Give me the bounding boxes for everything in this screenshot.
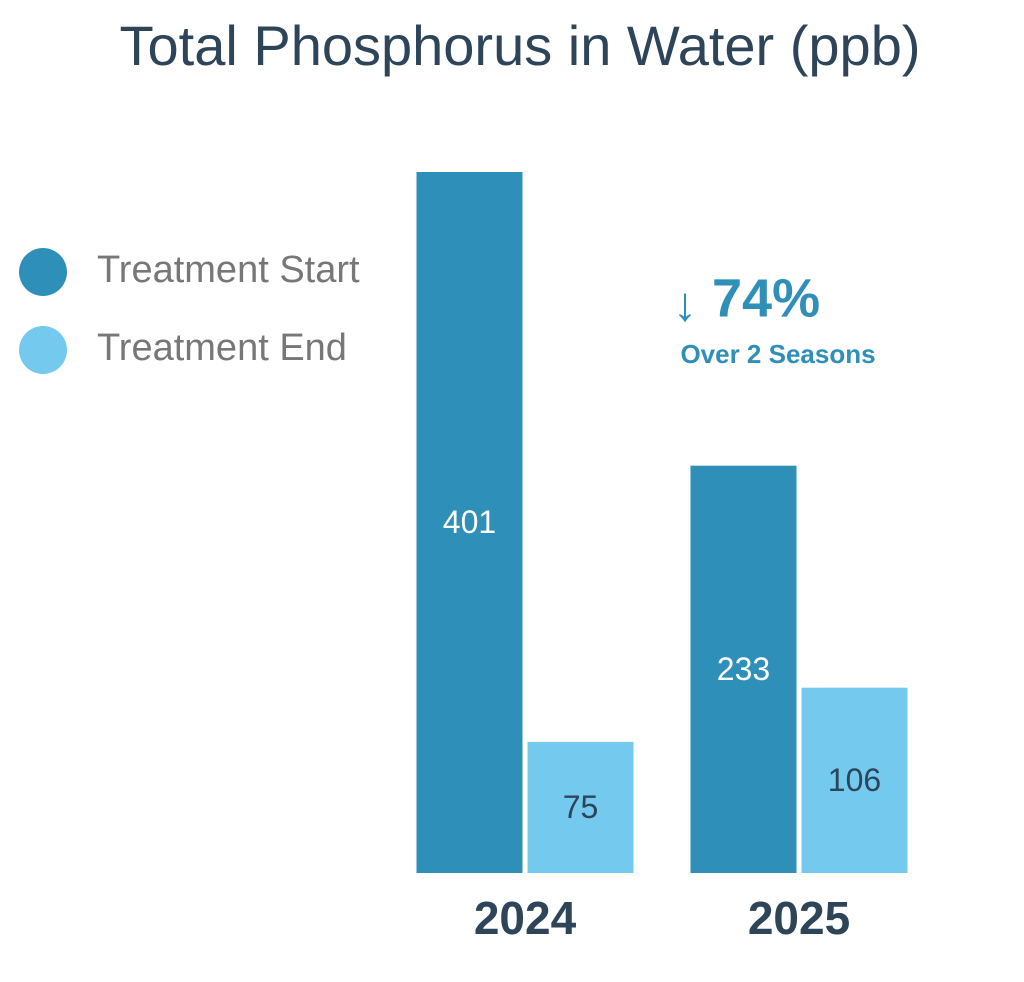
value-label: 75: [563, 789, 599, 825]
annotation-label: 74%: [712, 268, 820, 328]
annotation-arrow: ↓: [673, 279, 697, 332]
legend-swatch: [19, 248, 67, 296]
legend-label: Treatment Start: [97, 249, 360, 291]
bar: [801, 687, 908, 873]
value-label: 233: [717, 651, 770, 687]
value-label: 401: [443, 504, 496, 540]
bar: [527, 741, 634, 873]
x-tick-label: 2025: [748, 892, 850, 944]
bar: [416, 172, 523, 873]
bar: [690, 465, 797, 873]
chart-title: Total Phosphorus in Water (ppb): [120, 14, 921, 77]
x-tick-label: 2024: [474, 892, 577, 944]
legend-swatch: [19, 326, 67, 374]
legend-label: Treatment End: [97, 327, 347, 369]
value-label: 106: [828, 762, 881, 798]
annotation-note: Over 2 Seasons: [680, 339, 875, 369]
